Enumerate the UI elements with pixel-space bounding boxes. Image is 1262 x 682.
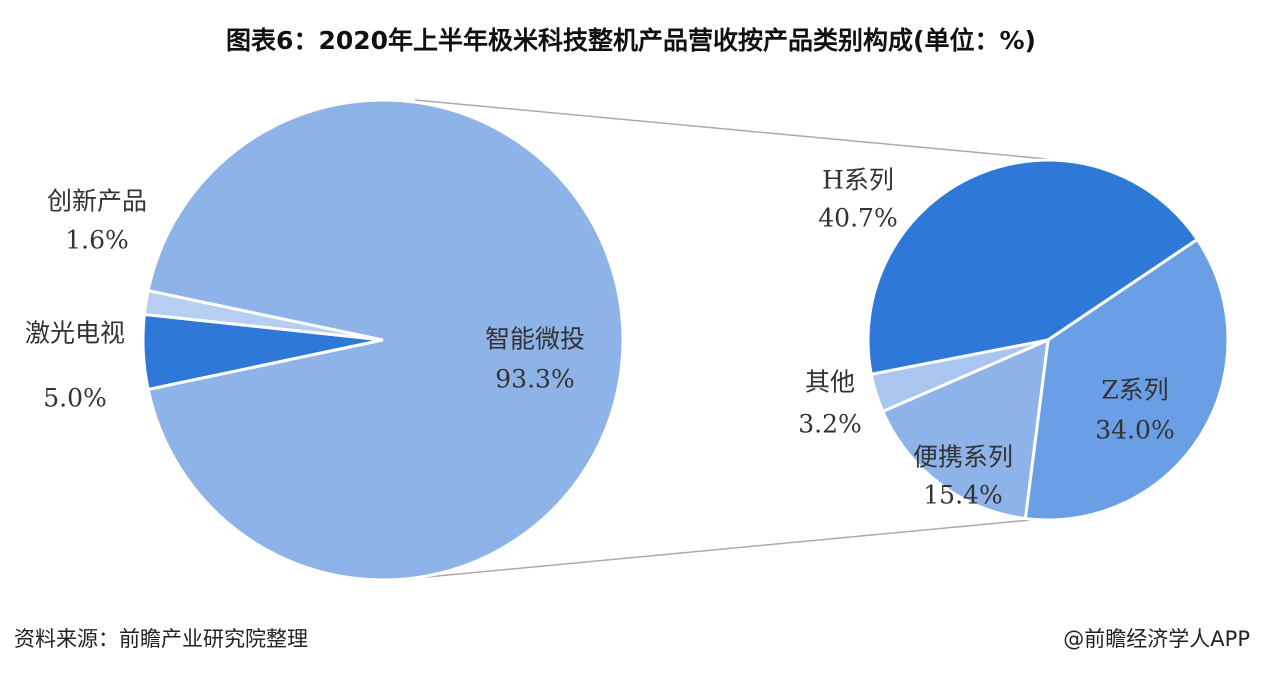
pie-slice bbox=[146, 98, 625, 582]
slice-value-label: 34.0% bbox=[1095, 416, 1174, 445]
credit: @前瞻经济学人APP bbox=[1063, 627, 1250, 651]
slice-value-label: 15.4% bbox=[923, 481, 1002, 510]
slice-value-label: 3.2% bbox=[798, 410, 862, 439]
connector bbox=[414, 99, 1059, 161]
slice-label: 激光电视 bbox=[25, 319, 125, 348]
slice-label: 其他 bbox=[805, 368, 855, 397]
slice-label: 创新产品 bbox=[47, 187, 147, 216]
slice-label: H系列 bbox=[822, 166, 894, 195]
pie-slice bbox=[869, 338, 1049, 414]
chart-title: 图表6：2020年上半年极米科技整机产品营收按产品类别构成(单位：%) bbox=[226, 26, 1036, 55]
slice-label: 便携系列 bbox=[913, 443, 1013, 472]
source: 资料来源：前瞻产业研究院整理 bbox=[14, 627, 308, 651]
pies: 激光电视 5.0% 创新产品 1.6% 智能微投 93.3% H系列 40.7% Z系列 34.0… bbox=[25, 98, 1230, 582]
slice-value-label: 93.3% bbox=[495, 365, 574, 394]
slice-value-label: 1.6% bbox=[65, 226, 129, 255]
pie-slice bbox=[1023, 237, 1230, 522]
slice-label: 智能微投 bbox=[485, 325, 585, 354]
pie-slice bbox=[866, 158, 1200, 377]
pie-slice bbox=[880, 337, 1050, 521]
slice-value-label: 5.0% bbox=[43, 384, 107, 413]
slice-label: Z系列 bbox=[1101, 376, 1168, 405]
connector bbox=[394, 519, 1031, 581]
slice-value-label: 40.7% bbox=[818, 204, 897, 233]
